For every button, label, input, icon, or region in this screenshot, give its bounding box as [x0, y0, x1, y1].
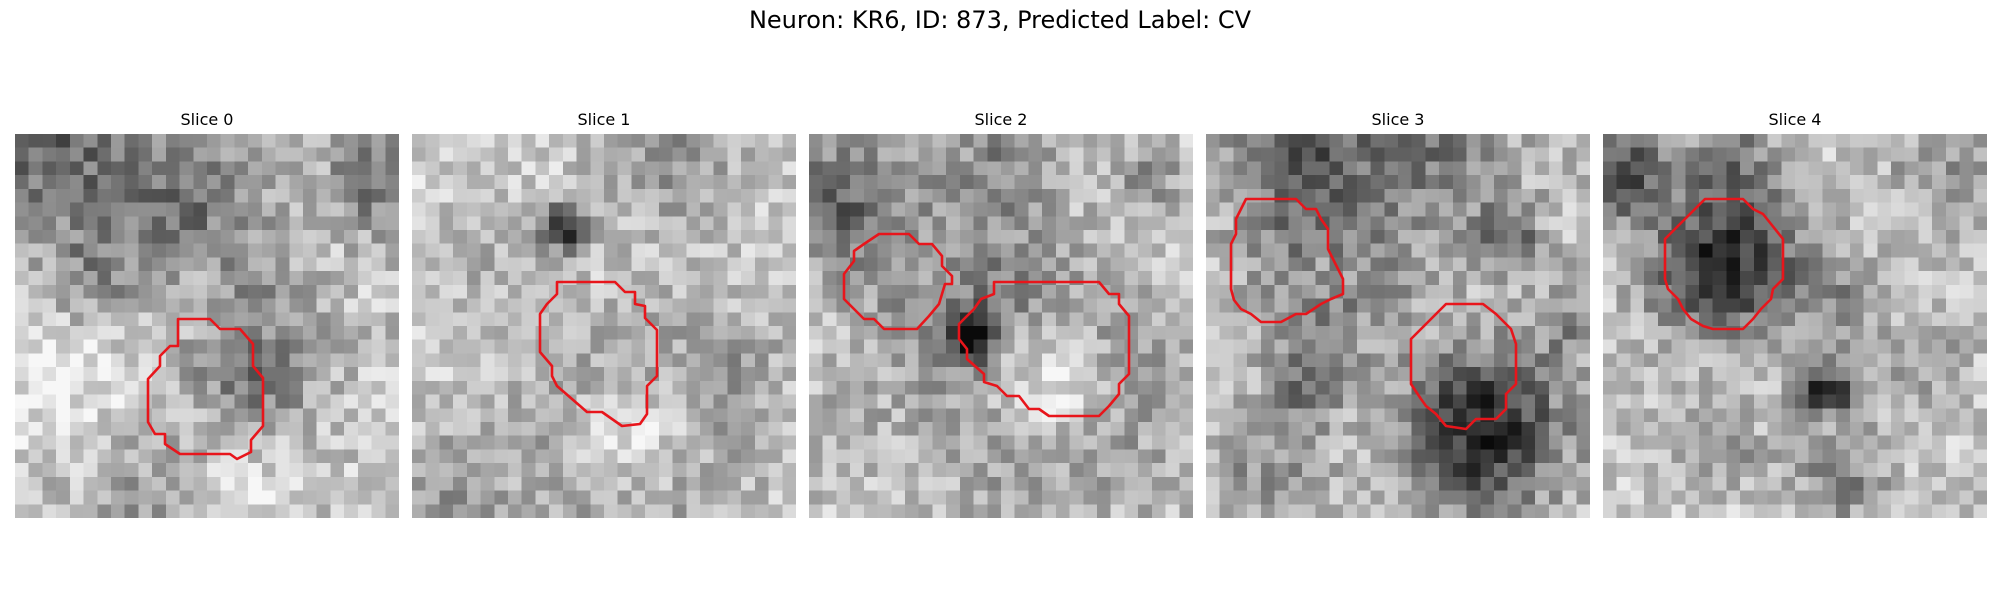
- slice-image: [1603, 134, 1987, 518]
- slice-panel-3: Slice 3: [1206, 108, 1590, 518]
- slice-panel-4: Slice 4: [1603, 108, 1987, 518]
- slice-panel-2: Slice 2: [809, 108, 1193, 518]
- slice-image: [15, 134, 399, 518]
- segmentation-contour: [1409, 302, 1518, 431]
- segmentation-contour: [146, 317, 265, 461]
- slice-image: [1206, 134, 1590, 518]
- segmentation-contour: [842, 232, 954, 331]
- slice-title: Slice 4: [1768, 110, 1822, 129]
- slice-image: [412, 134, 796, 518]
- segmentation-contour: [1663, 197, 1785, 331]
- segmentation-contour: [957, 280, 1131, 418]
- figure-title: Neuron: KR6, ID: 873, Predicted Label: C…: [748, 6, 1252, 34]
- slice-panel-1: Slice 1: [412, 108, 796, 518]
- slice-title: Slice 0: [180, 110, 234, 129]
- slice-panel-0: Slice 0: [15, 108, 399, 518]
- slice-title: Slice 2: [974, 110, 1028, 129]
- segmentation-contour: [1229, 197, 1345, 324]
- segmentation-contour: [538, 280, 659, 428]
- slice-image: [809, 134, 1193, 518]
- slice-title: Slice 3: [1371, 110, 1425, 129]
- slice-title: Slice 1: [577, 110, 631, 129]
